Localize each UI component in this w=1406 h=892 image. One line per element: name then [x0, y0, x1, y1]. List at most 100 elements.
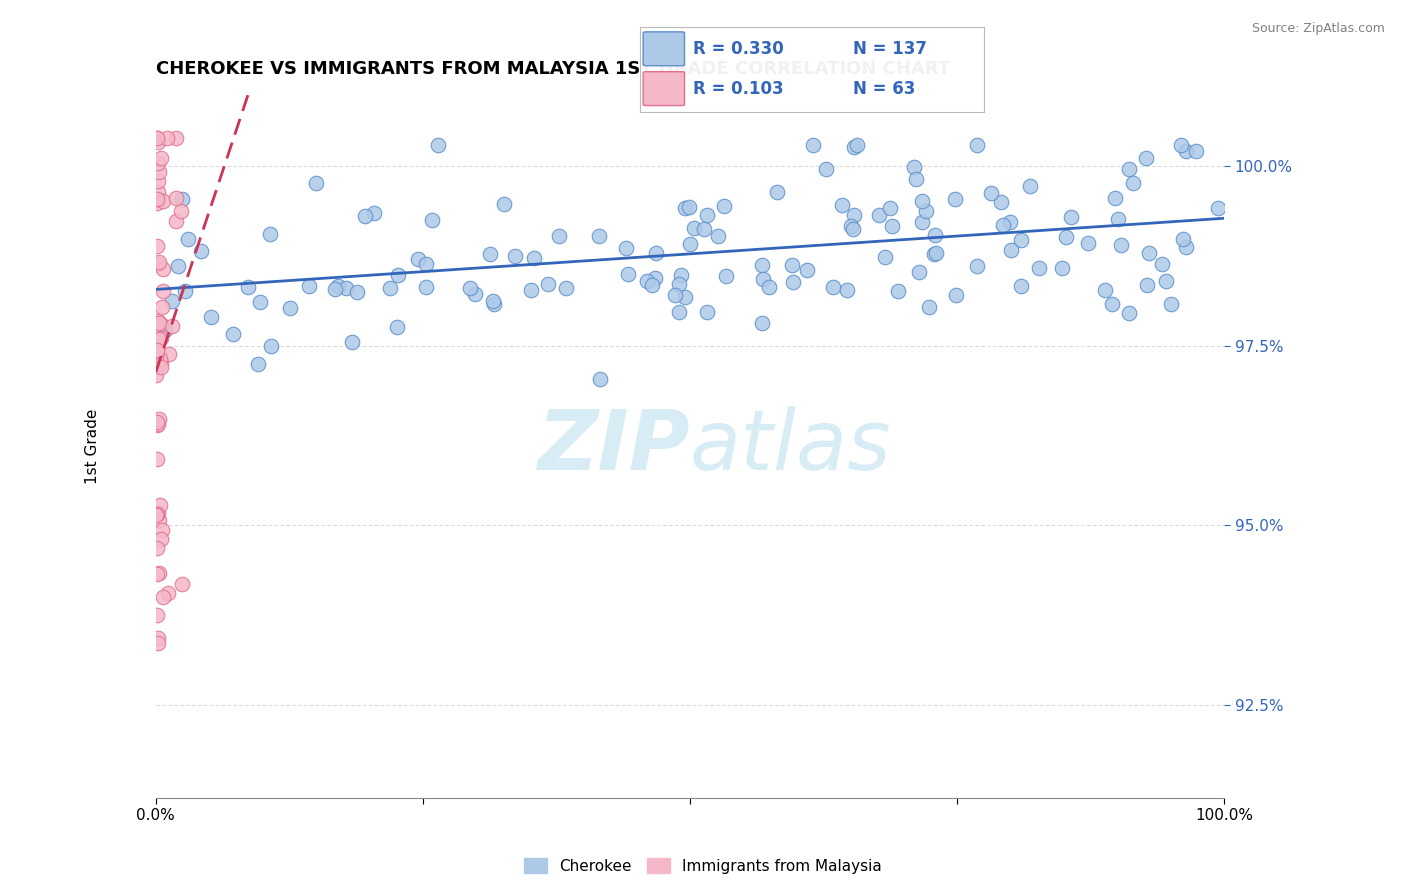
Point [1010, 278, 1032, 293]
Text: R = 0.330: R = 0.330 [693, 40, 785, 58]
Point [1135, 151, 1157, 165]
Point [149, 351, 172, 366]
Point [165, 191, 187, 205]
Point [145, 508, 167, 523]
Point [146, 506, 169, 520]
Point [160, 293, 183, 308]
Point [363, 206, 385, 220]
Point [378, 281, 401, 295]
Point [839, 219, 862, 233]
Point [146, 607, 169, 622]
Point [766, 185, 789, 199]
Point [146, 135, 169, 149]
Point [482, 294, 505, 309]
Point [1171, 232, 1194, 246]
Point [503, 249, 526, 263]
Text: N = 63: N = 63 [853, 79, 915, 97]
Point [145, 452, 167, 467]
Point [1052, 260, 1074, 275]
Point [145, 336, 167, 351]
Point [190, 244, 212, 258]
Point [146, 566, 169, 581]
Point [1137, 246, 1160, 260]
Point [911, 215, 934, 229]
Point [464, 286, 486, 301]
Point [520, 283, 543, 297]
Point [172, 192, 194, 206]
Point [146, 130, 169, 145]
Text: Source: ZipAtlas.com: Source: ZipAtlas.com [1251, 22, 1385, 36]
Point [236, 280, 259, 294]
Point [278, 301, 301, 315]
Point [693, 222, 716, 236]
Point [346, 285, 368, 299]
Point [153, 323, 176, 337]
Point [1060, 210, 1083, 224]
Point [915, 204, 938, 219]
Point [148, 513, 170, 527]
Point [1154, 274, 1177, 288]
Point [823, 280, 845, 294]
Point [150, 331, 173, 345]
Point [1170, 137, 1192, 152]
Point [420, 213, 443, 227]
Point [460, 280, 482, 294]
Point [1184, 145, 1206, 159]
Point [904, 171, 927, 186]
Point [149, 356, 172, 370]
Point [170, 204, 193, 219]
Point [148, 156, 170, 170]
Point [148, 316, 170, 330]
Point [415, 280, 437, 294]
Point [673, 290, 696, 304]
Point [146, 417, 169, 432]
Point [1094, 283, 1116, 297]
Point [385, 319, 408, 334]
FancyBboxPatch shape [643, 71, 685, 105]
Point [146, 631, 169, 645]
Point [1056, 229, 1078, 244]
Point [1160, 297, 1182, 311]
Point [222, 326, 245, 341]
Point [1136, 278, 1159, 293]
Point [170, 577, 193, 591]
Point [149, 317, 172, 331]
Point [150, 300, 173, 314]
Point [751, 316, 773, 330]
Point [918, 300, 941, 314]
Point [991, 218, 1014, 232]
Point [146, 313, 169, 327]
Point [886, 285, 908, 299]
Point [145, 130, 167, 145]
Point [814, 161, 837, 176]
Point [482, 297, 505, 311]
Point [146, 507, 169, 521]
Point [152, 591, 174, 605]
Point [1019, 179, 1042, 194]
Point [145, 318, 167, 332]
Point [148, 411, 170, 425]
Point [406, 252, 429, 266]
Point [678, 200, 700, 214]
Point [758, 280, 780, 294]
Text: CHEROKEE VS IMMIGRANTS FROM MALAYSIA 1ST GRADE CORRELATION CHART: CHEROKEE VS IMMIGRANTS FROM MALAYSIA 1ST… [156, 60, 950, 78]
Point [297, 279, 319, 293]
Point [636, 274, 658, 288]
Point [354, 210, 377, 224]
Point [323, 283, 346, 297]
Legend: Cherokee, Immigrants from Malaysia: Cherokee, Immigrants from Malaysia [517, 852, 889, 880]
Point [668, 305, 690, 319]
Point [588, 372, 610, 386]
Point [696, 304, 718, 318]
Point [148, 346, 170, 360]
Point [247, 357, 270, 371]
Point [156, 130, 179, 145]
Point [548, 229, 571, 244]
Point [837, 283, 859, 297]
Point [1028, 260, 1050, 275]
Point [842, 139, 865, 153]
Point [146, 192, 169, 206]
Point [669, 268, 692, 282]
Point [146, 334, 169, 349]
Point [1175, 240, 1198, 254]
